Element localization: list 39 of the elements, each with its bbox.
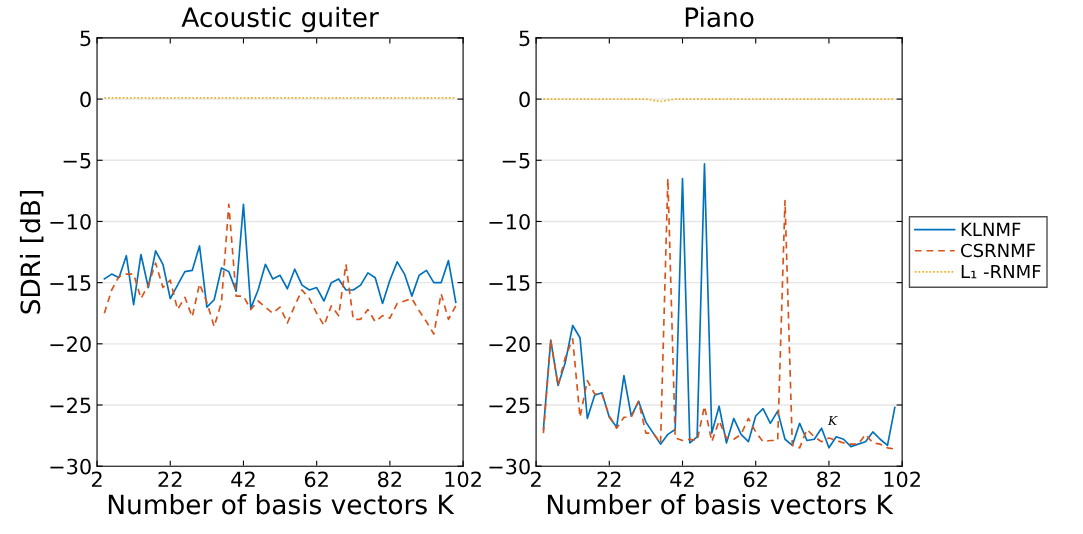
chart-title: Piano xyxy=(685,6,754,28)
y-tick-label: −15 xyxy=(50,275,91,291)
x-tick-label: 102 xyxy=(445,471,481,488)
y-tick-label: 5 xyxy=(80,30,91,47)
y-tick-label: −5 xyxy=(63,153,91,169)
y-tick-label: −20 xyxy=(50,336,91,353)
y-tick-label: −10 xyxy=(50,213,91,230)
x-tick-label: 62 xyxy=(304,471,328,488)
y-tick-label: −15 xyxy=(489,275,530,291)
x-tick-label: 42 xyxy=(231,471,255,487)
x-axis-title: Number of basis vectors K xyxy=(108,493,455,515)
y-tick-label: −30 xyxy=(489,458,530,475)
line-series xyxy=(103,203,457,310)
y-tick-label: 0 xyxy=(80,91,91,108)
y-axis-title: SDRi [dB] xyxy=(19,191,44,314)
legend-label: L₁ -RNMF xyxy=(961,264,1041,279)
y-tick-label: −20 xyxy=(489,336,530,353)
y-tick-label: −5 xyxy=(502,153,530,169)
y-tick-label: −10 xyxy=(489,213,530,230)
y-tick-label: 0 xyxy=(519,91,530,108)
x-tick-label: 2 xyxy=(91,471,102,487)
chart-title: Acoustic guiter xyxy=(181,6,379,33)
y-tick-label: −25 xyxy=(489,397,530,414)
x-tick-label: 42 xyxy=(670,471,694,487)
x-axis-title: Number of basis vectors K xyxy=(547,493,894,515)
annotation: K xyxy=(827,415,838,426)
y-tick-label: −30 xyxy=(50,458,91,475)
x-tick-label: 82 xyxy=(817,471,841,488)
x-tick-label: 2 xyxy=(530,471,541,487)
legend-label: KLNMF xyxy=(961,222,1021,236)
x-tick-label: 22 xyxy=(597,471,621,487)
x-tick-label: 82 xyxy=(378,471,402,488)
x-tick-label: 62 xyxy=(743,471,767,488)
y-tick-label: −25 xyxy=(50,397,91,414)
x-tick-label: 22 xyxy=(158,471,182,487)
y-tick-label: 5 xyxy=(519,30,530,47)
x-tick-label: 102 xyxy=(884,471,920,488)
legend-label: CSRNMF xyxy=(961,243,1036,258)
line-series xyxy=(103,203,457,335)
